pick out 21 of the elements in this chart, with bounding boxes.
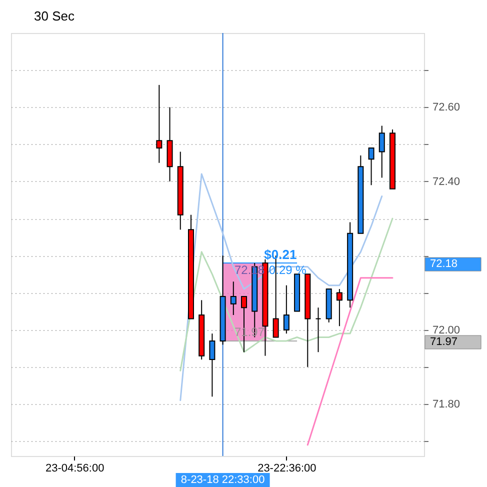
y-tick-label: 72.00 [432,324,460,336]
x-tick-label: 23-22:36:00 [258,462,316,474]
candlestick [336,288,342,327]
y-tick-label: 71.80 [432,398,460,411]
candlestick [368,148,374,186]
line-series [306,277,394,446]
candlestick [378,125,385,178]
x-tick-label: 23-04:56:00 [45,462,104,474]
annotation: $0.21 [264,247,297,262]
y-tick-label: 72.60 [432,102,460,114]
x-tick-label: 8-23-18 22:33:00 [180,474,265,486]
candlestick [230,281,236,316]
candlestick [283,284,290,334]
candlestick [315,307,322,353]
candlestick [156,84,162,164]
chart-title: 30 Sec [34,8,75,24]
candlestick [209,333,216,398]
y-tick-label: 72.40 [432,176,460,188]
text: 72.18 [430,258,458,270]
line-series [180,218,394,372]
text: 71.97 [430,336,458,348]
